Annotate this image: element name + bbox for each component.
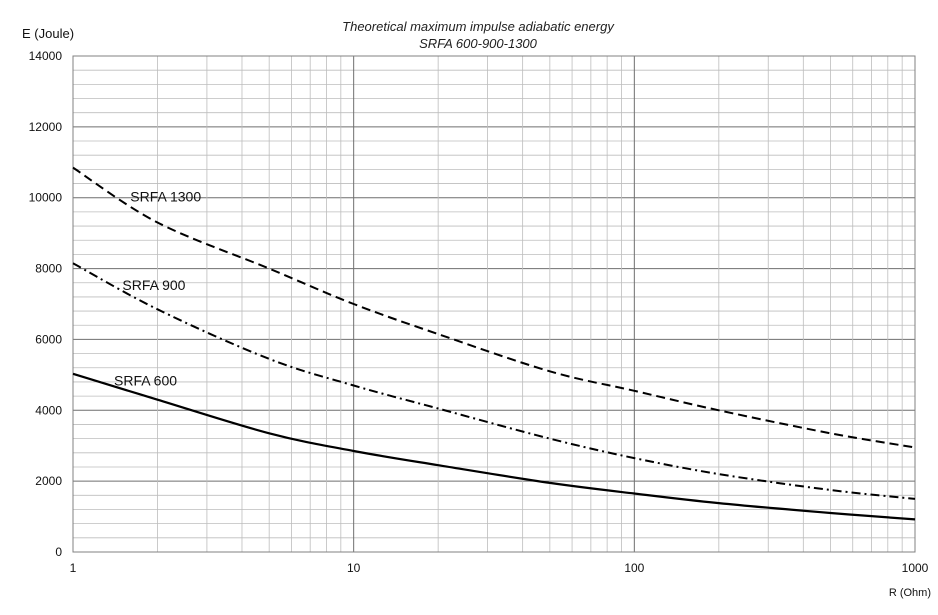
series-lines <box>72 166 916 521</box>
y-tick-label: 14000 <box>29 49 63 63</box>
series-line-srfa-600 <box>72 372 916 521</box>
plot-frame <box>72 55 916 553</box>
y-tick-label: 2000 <box>35 474 62 488</box>
y-tick-label: 10000 <box>29 191 63 205</box>
y-tick-label: 12000 <box>29 120 63 134</box>
x-axis-label: R (Ohm) <box>889 587 931 599</box>
chart-title: Theoretical maximum impulse adiabatic en… <box>342 19 615 34</box>
x-tick-label: 10 <box>347 561 361 575</box>
x-tick-label: 1 <box>70 561 77 575</box>
y-tick-label: 8000 <box>35 262 62 276</box>
series-labels: SRFA 1300 SRFA 900 SRFA 600 <box>114 188 201 388</box>
series-line-srfa-1300 <box>72 166 916 449</box>
y-axis-label: E (Joule) <box>22 26 74 41</box>
series-label-srfa-900: SRFA 900 <box>122 277 185 293</box>
series-line-srfa-900 <box>72 262 916 500</box>
tick-labels: 0 2000 4000 6000 8000 10000 12000 14000 1 10 100 10… <box>29 49 929 575</box>
x-tick-label: 100 <box>624 561 644 575</box>
y-tick-label: 0 <box>55 545 62 559</box>
y-tick-label: 4000 <box>35 403 62 417</box>
y-tick-label: 6000 <box>35 332 62 346</box>
series-label-srfa-600: SRFA 600 <box>114 372 177 388</box>
x-tick-label: 1000 <box>902 561 929 575</box>
series-label-srfa-1300: SRFA 1300 <box>130 188 201 204</box>
chart-subtitle: SRFA 600-900-1300 <box>419 36 538 51</box>
